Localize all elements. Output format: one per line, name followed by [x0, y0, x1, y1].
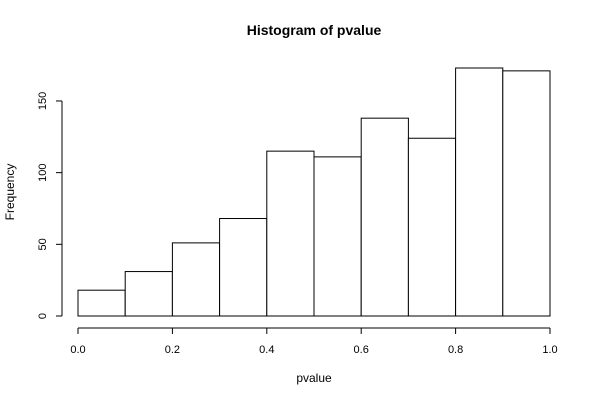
- histogram-bar-9: [502, 70, 551, 317]
- x-tick-label-2: 0.4: [259, 344, 274, 356]
- x-tick-label-4: 0.8: [448, 344, 463, 356]
- x-tick-label-5: 1.0: [542, 344, 557, 356]
- x-tick-label-1: 0.2: [165, 344, 180, 356]
- histogram-bar-7: [407, 137, 457, 317]
- histogram-bar-0: [77, 289, 126, 317]
- histogram-bar-4: [266, 150, 315, 317]
- histogram-bar-1: [124, 271, 173, 317]
- y-tick-label-3: 150: [37, 92, 49, 110]
- histogram-bar-5: [313, 156, 362, 317]
- histogram-bar-8: [455, 67, 504, 317]
- x-axis-label: pvalue: [296, 371, 332, 385]
- chart-title: Histogram of pvalue: [247, 22, 382, 38]
- y-tick-label-2: 100: [37, 163, 49, 181]
- x-tick-label-3: 0.6: [354, 344, 369, 356]
- x-tick-label-0: 0.0: [70, 344, 85, 356]
- y-axis: 0 50 100 150: [37, 92, 63, 319]
- histogram-bar-2: [171, 242, 221, 317]
- histogram-bar-6: [360, 117, 409, 317]
- histogram-bar-3: [219, 218, 268, 317]
- y-axis-label: Frequency: [3, 164, 17, 221]
- y-tick-label-1: 50: [37, 238, 49, 250]
- x-axis: 0.0 0.2 0.4 0.6 0.8 1.0: [70, 327, 558, 356]
- y-tick-label-0: 0: [37, 313, 49, 319]
- bars-group: [77, 67, 551, 317]
